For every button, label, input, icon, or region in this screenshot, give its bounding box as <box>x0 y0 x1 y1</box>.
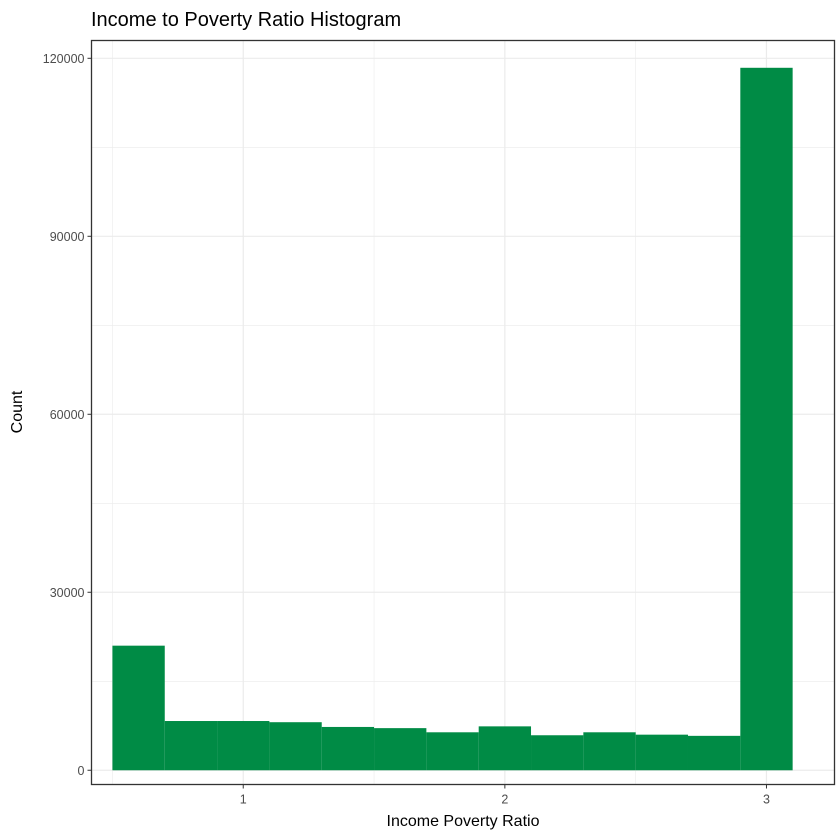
y-tick-label: 90000 <box>50 230 85 244</box>
histogram-bar <box>164 721 218 771</box>
y-tick-label: 30000 <box>50 586 85 600</box>
histogram-bar <box>531 735 584 771</box>
histogram-bar <box>426 732 479 771</box>
histogram-bar <box>740 67 793 771</box>
x-tick-label: 1 <box>240 793 247 807</box>
histogram-bar <box>112 645 165 771</box>
y-tick-label: 0 <box>78 764 85 778</box>
histogram-bar <box>321 726 375 771</box>
y-tick-label: 60000 <box>50 408 85 422</box>
chart-title: Income to Poverty Ratio Histogram <box>91 9 401 31</box>
y-tick-label: 120000 <box>43 52 85 66</box>
x-axis-title: Income Poverty Ratio <box>387 813 540 830</box>
histogram-bar <box>583 732 636 771</box>
bars <box>112 67 793 771</box>
panel-border <box>90 39 836 786</box>
grid-minor <box>91 40 835 785</box>
x-tick-label: 3 <box>763 793 770 807</box>
x-axis: 1 2 3 <box>240 784 770 807</box>
histogram-bar <box>635 734 688 771</box>
histogram-bar <box>478 726 532 771</box>
histogram-bar <box>374 728 427 771</box>
histogram-bar <box>687 735 741 771</box>
plot-panel <box>91 40 835 785</box>
y-axis-title: Count <box>9 390 26 433</box>
x-tick-label: 2 <box>501 793 508 807</box>
histogram-bar <box>269 722 322 771</box>
histogram-bar <box>217 721 270 771</box>
grid-major <box>91 40 835 785</box>
y-axis: 0 30000 60000 90000 120000 <box>43 52 92 778</box>
